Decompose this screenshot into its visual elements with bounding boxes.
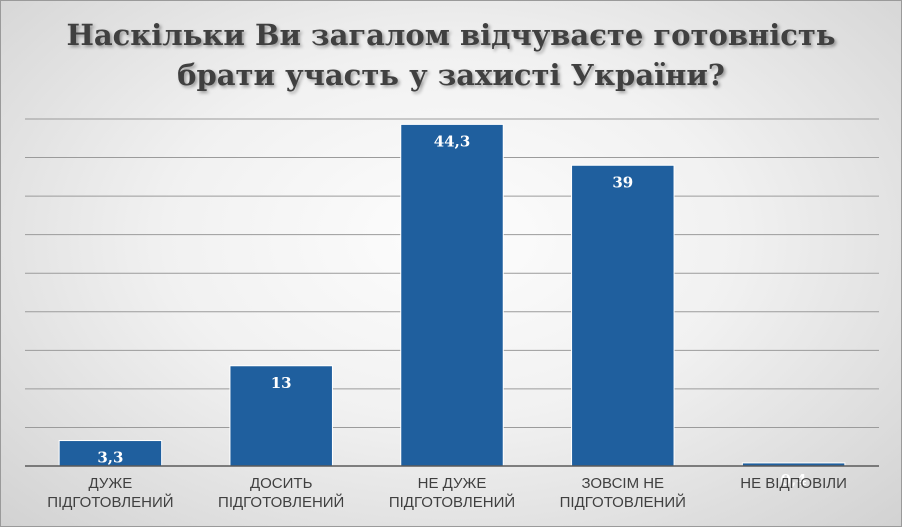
data-label: 39 [612,173,633,191]
chart-title: Наскільки Ви загалом відчуваєте готовніс… [1,15,901,95]
category-label: ДОСИТЬ [250,475,313,492]
bar [58,440,163,467]
chart-title-line-1: Наскільки Ви загалом відчуваєте готовніс… [66,18,836,52]
category-label: ЗОВСІМ НЕ [582,475,665,492]
category-label: ПІДГОТОВЛЕНИЙ [389,493,515,511]
data-label: 44,3 [434,132,471,150]
category-label: ПІДГОТОВЛЕНИЙ [560,493,686,511]
category-label: ДУЖЕ [89,475,133,492]
bar [229,365,333,467]
bar [400,123,504,467]
category-label: НЕ ВІДПОВІЛИ [740,475,847,492]
category-label: НЕ ДУЖЕ [418,475,487,492]
chart-title-line-2: брати участь у захисті України? [177,58,725,92]
category-label: ПІДГОТОВЛЕНИЙ [218,493,344,511]
data-label: 0,4 [781,471,807,489]
category-label: ПІДГОТОВЛЕНИЙ [47,493,173,511]
data-label: 13 [271,374,292,392]
bar [571,164,675,467]
data-label: 3,3 [97,449,123,467]
